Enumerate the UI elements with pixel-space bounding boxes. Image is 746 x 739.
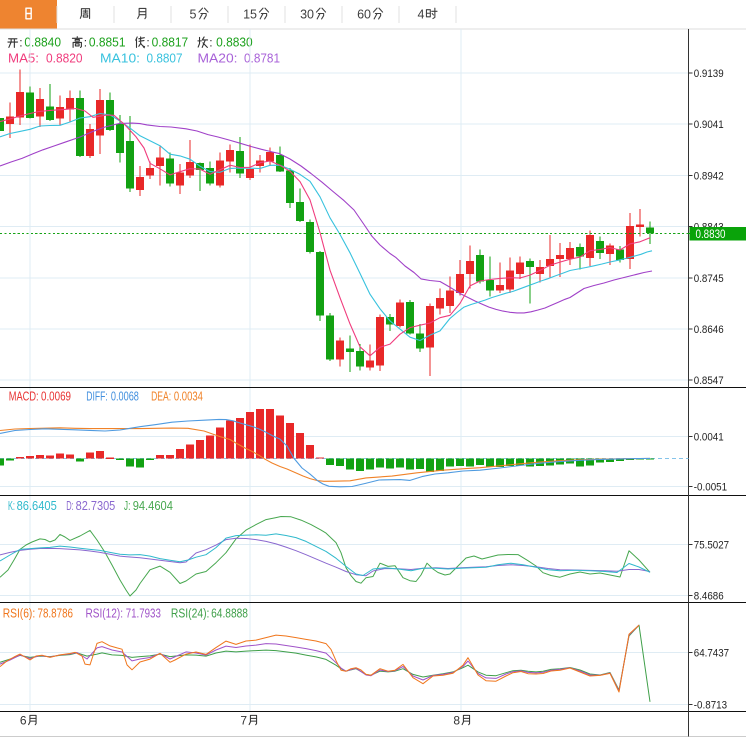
svg-text:RSI(6):: RSI(6): — [3, 606, 36, 621]
svg-text::: : — [209, 36, 212, 50]
svg-text:0.8807: 0.8807 — [147, 51, 183, 66]
svg-text:0.8830: 0.8830 — [216, 35, 253, 50]
svg-text:J:: J: — [124, 498, 130, 513]
svg-text:8: 8 — [453, 714, 460, 728]
svg-text:0.8646: 0.8646 — [694, 324, 724, 336]
svg-text::: : — [84, 36, 87, 50]
svg-text:6: 6 — [20, 714, 27, 728]
svg-text:64.7437: 64.7437 — [694, 648, 729, 660]
svg-text:-0.0051: -0.0051 — [694, 481, 727, 493]
svg-text:0.0068: 0.0068 — [111, 389, 139, 404]
svg-text:0.8820: 0.8820 — [46, 51, 83, 66]
svg-text:0.9139: 0.9139 — [694, 68, 724, 80]
svg-text:0.8851: 0.8851 — [89, 35, 126, 50]
svg-text:0.8781: 0.8781 — [244, 51, 280, 66]
svg-text:MACD:: MACD: — [9, 389, 39, 404]
svg-text:0.0041: 0.0041 — [694, 431, 724, 443]
svg-text:30: 30 — [300, 8, 314, 22]
svg-text::: : — [146, 36, 149, 50]
svg-text:MA20:: MA20: — [198, 51, 238, 66]
svg-text:5: 5 — [190, 8, 197, 22]
svg-text:82.7305: 82.7305 — [76, 498, 116, 513]
svg-text:86.6405: 86.6405 — [17, 498, 57, 513]
svg-text:MA5:: MA5: — [8, 51, 39, 66]
svg-text:75.5027: 75.5027 — [694, 540, 729, 552]
svg-text:4: 4 — [418, 8, 425, 22]
svg-text:DIFF:: DIFF: — [86, 389, 108, 404]
svg-text:64.8888: 64.8888 — [211, 606, 248, 621]
svg-text:RSI(24):: RSI(24): — [171, 606, 210, 621]
svg-text:0.0069: 0.0069 — [41, 389, 71, 404]
svg-text:0.8830: 0.8830 — [696, 229, 726, 241]
svg-text:D:: D: — [66, 498, 74, 513]
svg-text:0.9041: 0.9041 — [694, 119, 724, 131]
svg-text:0.8745: 0.8745 — [694, 273, 724, 285]
svg-text:0.0034: 0.0034 — [174, 389, 203, 404]
svg-text:7: 7 — [240, 714, 247, 728]
svg-text:0.8547: 0.8547 — [694, 375, 724, 387]
svg-text:K:: K: — [8, 498, 15, 513]
svg-text:0.8840: 0.8840 — [24, 35, 61, 50]
svg-text:94.4604: 94.4604 — [133, 498, 173, 513]
svg-text:78.8786: 78.8786 — [38, 606, 74, 621]
svg-text::: : — [19, 36, 22, 50]
svg-text:60: 60 — [357, 8, 371, 22]
svg-text:0.8817: 0.8817 — [152, 35, 189, 50]
svg-text:15: 15 — [243, 8, 257, 22]
svg-text:0.8942: 0.8942 — [694, 170, 724, 182]
svg-text:8.4686: 8.4686 — [694, 590, 724, 602]
svg-text:71.7933: 71.7933 — [126, 606, 161, 621]
svg-text:RSI(12):: RSI(12): — [86, 606, 124, 621]
svg-text:DEA:: DEA: — [151, 389, 171, 404]
svg-text:-0.8713: -0.8713 — [694, 699, 727, 711]
svg-text:MA10:: MA10: — [100, 51, 140, 66]
